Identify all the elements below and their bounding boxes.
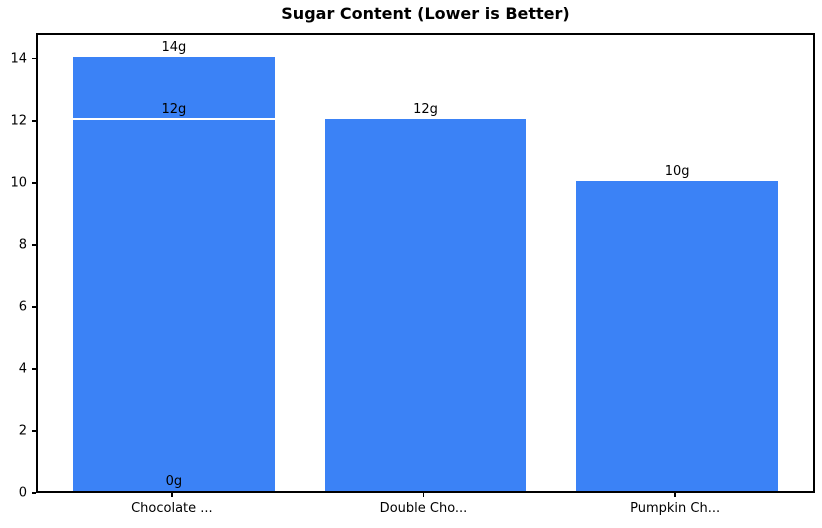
bar-value-label: 12g bbox=[413, 101, 438, 117]
bar-value-label: 10g bbox=[664, 163, 690, 179]
x-axis: Chocolate ... Double Cho... Pumpkin Ch... bbox=[36, 493, 815, 528]
y-tick-mark bbox=[32, 182, 36, 184]
y-tick-mark bbox=[32, 492, 36, 494]
bar bbox=[73, 56, 275, 491]
x-tick-mark bbox=[674, 493, 676, 497]
bar-value-label: 12g bbox=[161, 101, 187, 117]
chart-title: Sugar Content (Lower is Better) bbox=[281, 4, 570, 23]
y-tick-label: 8 bbox=[18, 237, 27, 253]
y-tick-label: 6 bbox=[18, 299, 27, 315]
bar-value-label: 0g bbox=[165, 474, 183, 489]
y-tick-label: 2 bbox=[18, 423, 27, 439]
x-tick-mark bbox=[171, 493, 173, 497]
y-tick-label: 14 bbox=[10, 51, 27, 67]
y-tick-label: 4 bbox=[18, 361, 27, 377]
plot-area: 14g 12g 0g 12g 10g bbox=[36, 33, 815, 493]
y-tick-mark bbox=[32, 57, 36, 60]
bar bbox=[324, 118, 527, 491]
y-tick-mark bbox=[32, 244, 36, 246]
x-tick-mark bbox=[422, 493, 425, 497]
y-tick-mark bbox=[32, 306, 36, 308]
bar-value-label: 14g bbox=[161, 39, 187, 55]
bar-segment-divider bbox=[73, 117, 275, 120]
x-tick-label: Pumpkin Ch... bbox=[630, 501, 721, 516]
x-tick-label: Chocolate ... bbox=[131, 501, 213, 516]
y-tick-mark bbox=[32, 368, 36, 370]
y-tick-mark bbox=[32, 120, 36, 122]
y-axis: 0 2 4 6 8 10 12 14 bbox=[0, 33, 36, 500]
y-tick-label: 0 bbox=[18, 485, 27, 501]
y-tick-label: 10 bbox=[10, 175, 27, 191]
y-tick-label: 12 bbox=[10, 113, 27, 129]
bar bbox=[576, 180, 778, 491]
x-tick-label: Double Cho... bbox=[379, 501, 468, 516]
y-tick-mark bbox=[32, 430, 36, 432]
